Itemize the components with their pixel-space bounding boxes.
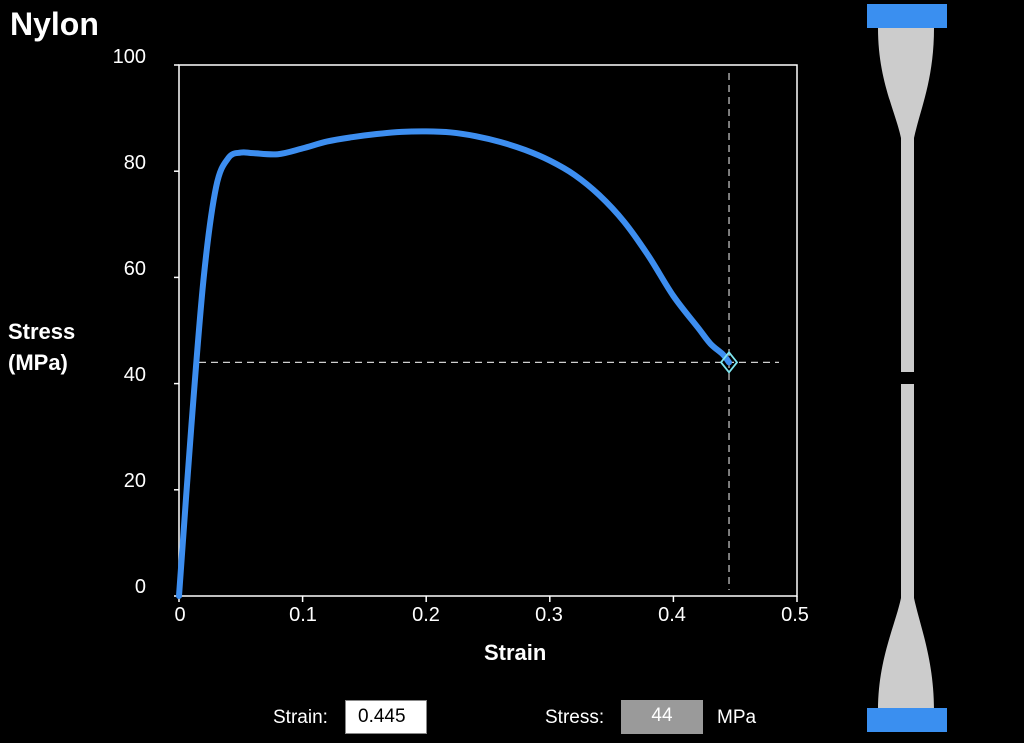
y-tick-label: 80 (123, 152, 146, 174)
y-axis-label: Stress (MPa) (8, 316, 75, 378)
y-axis-label-line2: (MPa) (8, 350, 68, 375)
x-tick-label: 0.2 (412, 604, 440, 626)
lower-grip (867, 708, 947, 732)
stress-value-display: 44 (621, 700, 703, 734)
specimen-lower-half (878, 384, 934, 710)
material-title: Nylon (10, 6, 99, 42)
stress-unit-label: MPa (717, 707, 757, 728)
y-tick-label: 40 (123, 364, 146, 386)
crosshair-marker (719, 350, 739, 374)
upper-grip (867, 4, 947, 28)
y-tick-label: 100 (112, 46, 146, 68)
plot-area-border (178, 64, 798, 597)
tensile-specimen (867, 4, 947, 732)
specimen-upper-half (878, 28, 934, 372)
y-tick-label: 60 (123, 258, 146, 280)
x-tick-label: 0.3 (535, 604, 563, 626)
x-tick-label: 0.1 (289, 604, 317, 626)
x-tick-label: 0.5 (781, 604, 809, 626)
strain-value-field[interactable]: 0.445 (345, 700, 427, 734)
stress-strain-curve (176, 128, 733, 599)
stress-readout-label: Stress: (545, 707, 605, 728)
y-tick-label: 20 (123, 470, 146, 492)
y-axis-label-line1: Stress (8, 319, 76, 344)
y-tick-label: 0 (134, 576, 146, 598)
x-axis-label: Strain (484, 640, 547, 665)
strain-readout-label: Strain: (273, 707, 328, 728)
x-tick-label: 0 (174, 604, 186, 626)
x-tick-label: 0.4 (658, 604, 686, 626)
